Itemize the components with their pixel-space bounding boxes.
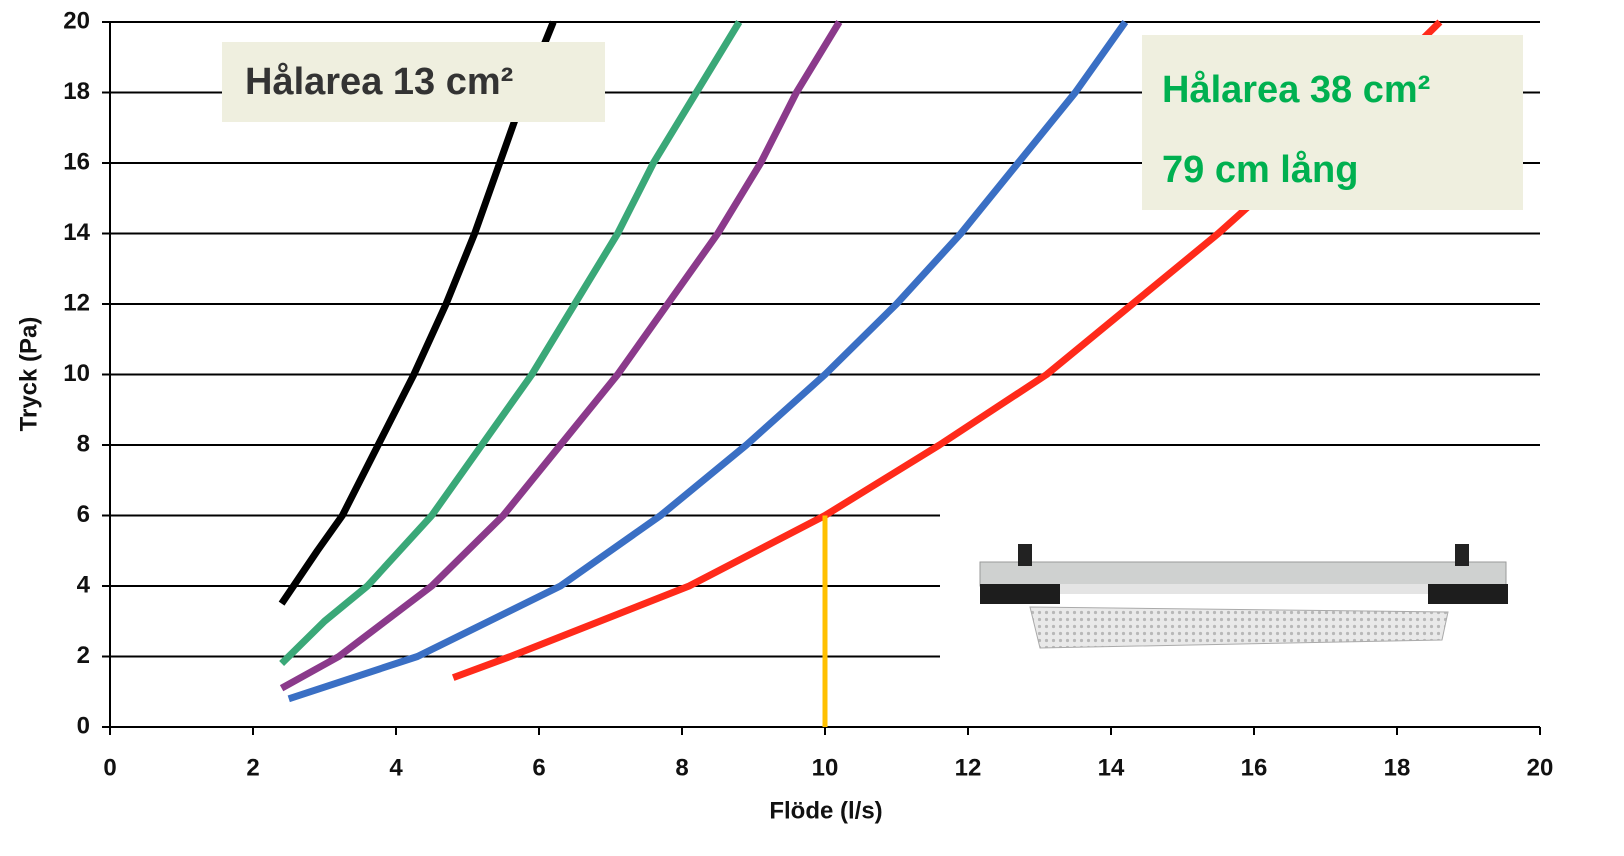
annotation: Hålarea 38 cm² [1162, 69, 1430, 111]
curve [287, 19, 1129, 703]
curve [279, 20, 743, 667]
annotation-box [1142, 35, 1523, 210]
y-tick-label: 14 [63, 219, 90, 246]
y-tick-label: 16 [63, 148, 90, 175]
x-tick-label: 14 [1098, 754, 1125, 781]
x-tick-label: 12 [955, 754, 982, 781]
y-tick-label: 0 [77, 712, 90, 739]
knob [1455, 544, 1469, 566]
valve-edge [980, 584, 1506, 594]
x-tick-label: 10 [812, 754, 839, 781]
end-cap [980, 584, 1060, 604]
end-cap [1428, 584, 1508, 604]
annotation-box [222, 42, 605, 122]
y-tick-label: 10 [63, 360, 90, 387]
annotation: Hålarea 13 cm² [245, 61, 513, 103]
knob [1018, 544, 1032, 566]
x-tick-label: 20 [1527, 754, 1554, 781]
y-tick-label: 2 [77, 642, 90, 669]
annotations: Hålarea 13 cm² Hålarea 38 cm² 79 cm lång [222, 35, 1523, 210]
x-tick-label: 4 [389, 754, 403, 781]
x-tick-label: 6 [532, 754, 545, 781]
x-axis-title: Flöde (l/s) [769, 797, 882, 824]
x-tick-label: 2 [246, 754, 259, 781]
product-image [940, 503, 1560, 717]
valve-body [979, 561, 1507, 587]
y-axis-title: Tryck (Pa) [15, 317, 42, 432]
grille [1029, 606, 1449, 649]
curve [278, 20, 557, 606]
y-tick-label: 4 [77, 571, 91, 598]
annotation: 79 cm lång [1162, 149, 1358, 191]
y-tick-label: 6 [77, 501, 90, 528]
x-tick-label: 18 [1384, 754, 1411, 781]
y-tick-label: 12 [63, 289, 90, 316]
curve [279, 20, 843, 692]
y-tick-label: 8 [77, 430, 90, 457]
x-tick-label: 8 [675, 754, 688, 781]
y-tick-label: 20 [63, 7, 90, 34]
x-tick-label: 16 [1241, 754, 1268, 781]
y-tick-label: 18 [63, 78, 90, 105]
x-tick-label: 0 [103, 754, 116, 781]
